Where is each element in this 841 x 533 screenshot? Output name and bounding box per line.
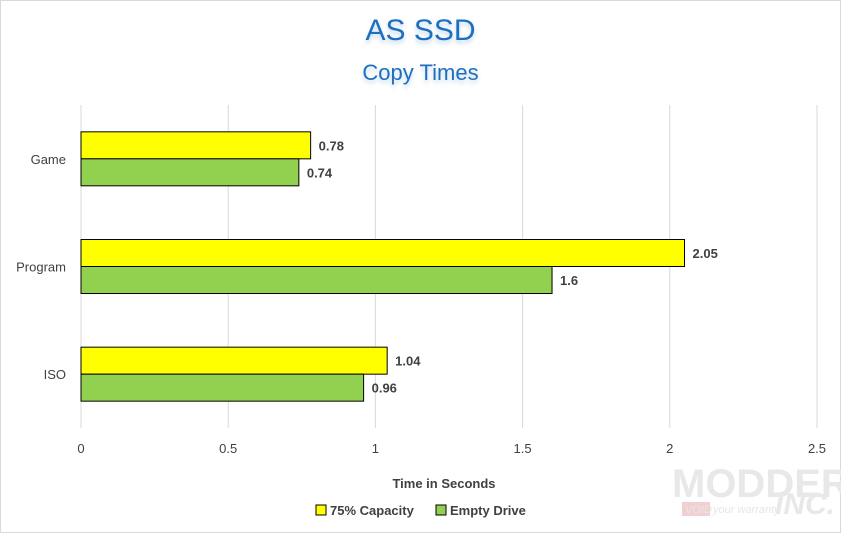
legend-label: 75% Capacity (330, 503, 415, 518)
category-labels: Game Program ISO (16, 152, 66, 382)
watermark-logo: MODDERS VOID your warranty INC. (672, 462, 841, 521)
x-axis-title: Time in Seconds (392, 476, 495, 491)
x-tick-label: 0 (77, 441, 84, 456)
bars: 0.78 0.74 2.05 1.6 1.04 0.96 (80, 131, 718, 402)
category-label: ISO (44, 367, 66, 382)
legend-label: Empty Drive (450, 503, 526, 518)
bar-capacity (80, 346, 388, 375)
x-tick-label: 2 (666, 441, 673, 456)
data-label: 0.96 (372, 381, 397, 396)
data-label: 2.05 (693, 246, 718, 261)
watermark-tagline: your warranty (712, 504, 781, 516)
watermark-badge-text: VOID (685, 504, 712, 516)
legend: 75% Capacity Empty Drive (315, 503, 526, 518)
chart-title: AS SSD (365, 14, 476, 47)
chart-subtitle: Copy Times (362, 60, 479, 85)
data-label: 1.04 (395, 354, 421, 369)
legend-swatch (315, 504, 327, 516)
category-label: Game (31, 152, 66, 167)
x-tick-label: 0.5 (219, 441, 237, 456)
bar-empty (80, 158, 300, 187)
category-label: Program (16, 260, 66, 275)
bar-capacity (80, 131, 312, 160)
bar-capacity (80, 239, 686, 267)
x-tick-label: 1 (372, 441, 379, 456)
watermark-suffix: INC. (775, 488, 835, 521)
legend-swatch (435, 504, 447, 516)
data-label: 0.78 (319, 138, 344, 153)
bar-empty (80, 266, 553, 294)
watermark-brand: MODDERS (672, 462, 841, 506)
x-tick-label: 2.5 (808, 441, 826, 456)
data-label: 1.6 (560, 273, 578, 288)
x-tick-labels: 0 0.5 1 1.5 2 2.5 (77, 441, 826, 456)
bar-empty (80, 373, 365, 402)
data-label: 0.74 (307, 165, 333, 180)
x-tick-label: 1.5 (514, 441, 532, 456)
watermark-badge (682, 502, 710, 516)
